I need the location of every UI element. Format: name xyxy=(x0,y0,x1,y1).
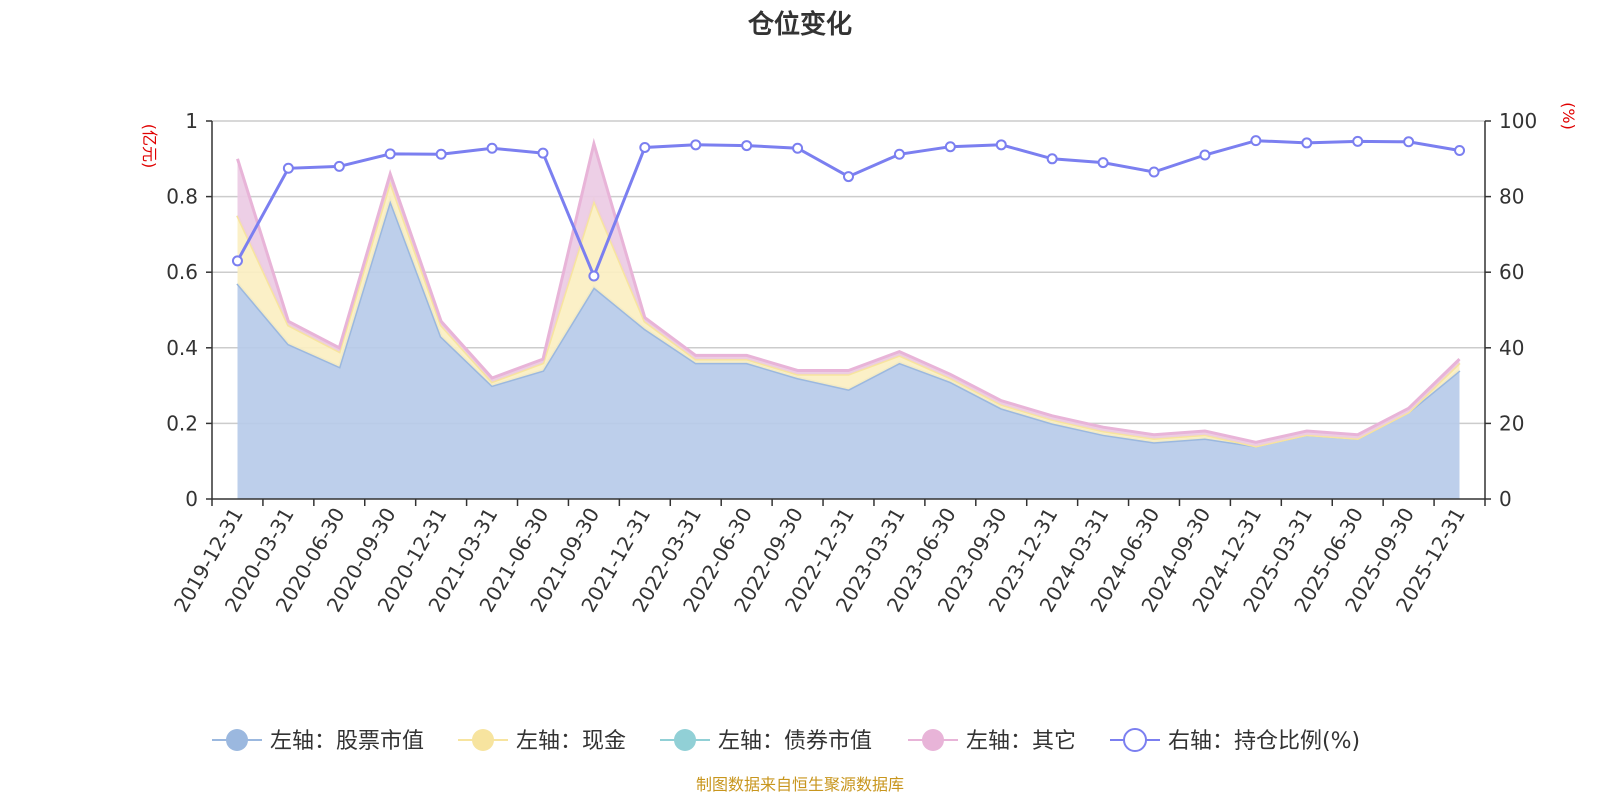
chart-title: 仓位变化 xyxy=(747,9,852,40)
legend-marker xyxy=(1123,728,1147,752)
ratio-point xyxy=(333,160,345,172)
right-axis-tick-label: 60 xyxy=(1499,260,1524,284)
left-axis-tick-label: 0.4 xyxy=(166,336,198,360)
data-source-note: 制图数据来自恒生聚源数据库 xyxy=(696,775,904,794)
right-axis-tick-label: 20 xyxy=(1499,411,1524,435)
legend-label: 左轴：其它 xyxy=(966,729,1076,754)
ratio-point xyxy=(435,148,447,160)
ratio-point xyxy=(944,141,956,153)
ratio-point xyxy=(1199,149,1211,161)
ratio-point xyxy=(1148,166,1160,178)
legend-marker xyxy=(922,729,944,751)
ratio-point xyxy=(1403,136,1415,148)
ratio-point xyxy=(486,142,498,154)
ratio-point xyxy=(995,139,1007,151)
legend-marker xyxy=(226,729,248,751)
legend-label: 左轴：现金 xyxy=(516,729,626,754)
ratio-point xyxy=(1097,157,1109,169)
left-axis-tick-label: 0 xyxy=(185,487,198,511)
ratio-point xyxy=(1250,135,1262,147)
area-edge-左轴：其它 xyxy=(236,137,1461,444)
legend-marker xyxy=(472,729,494,751)
ratio-point xyxy=(1352,135,1364,147)
ratio-point xyxy=(741,140,753,152)
legend-label: 右轴：持仓比例(%) xyxy=(1168,729,1360,754)
ratio-point xyxy=(1301,137,1313,149)
holding-ratio-line xyxy=(231,135,1466,282)
left-axis-tick-label: 0.6 xyxy=(166,260,198,284)
right-axis-tick-label: 40 xyxy=(1499,336,1524,360)
left-axis-tick-label: 1 xyxy=(185,109,198,133)
ratio-point xyxy=(690,139,702,151)
ratio-point xyxy=(588,270,600,282)
legend: 左轴：股票市值 左轴：现金 左轴：债券市值 左轴：其它 右轴：持仓比例(%) xyxy=(212,728,1360,754)
ratio-point xyxy=(282,162,294,174)
left-axis-tick-label: 0.2 xyxy=(166,411,198,435)
ratio-point xyxy=(1454,144,1466,156)
ratio-point xyxy=(639,141,651,153)
right-axis-tick-label: 100 xyxy=(1499,109,1537,133)
left-axis-unit: (亿元) xyxy=(140,124,159,169)
left-axis-tick-label: 0.8 xyxy=(166,185,198,209)
ratio-point xyxy=(792,142,804,154)
ratio-point xyxy=(1046,153,1058,165)
ratio-point xyxy=(893,148,905,160)
legend-marker xyxy=(674,729,696,751)
stacked-areas xyxy=(236,137,1461,499)
right-axis-tick-label: 0 xyxy=(1499,487,1512,511)
legend-label: 左轴：股票市值 xyxy=(270,729,424,754)
ratio-point xyxy=(384,148,396,160)
area-左轴：股票市值 xyxy=(237,200,1460,499)
ratio-point xyxy=(537,147,549,159)
right-axis-tick-label: 80 xyxy=(1499,185,1524,209)
right-axis-unit: (%) xyxy=(1559,102,1578,130)
ratio-point xyxy=(843,171,854,183)
ratio-point xyxy=(231,255,243,267)
legend-label: 左轴：债券市值 xyxy=(718,729,872,754)
ratio-line-path xyxy=(236,139,1460,280)
